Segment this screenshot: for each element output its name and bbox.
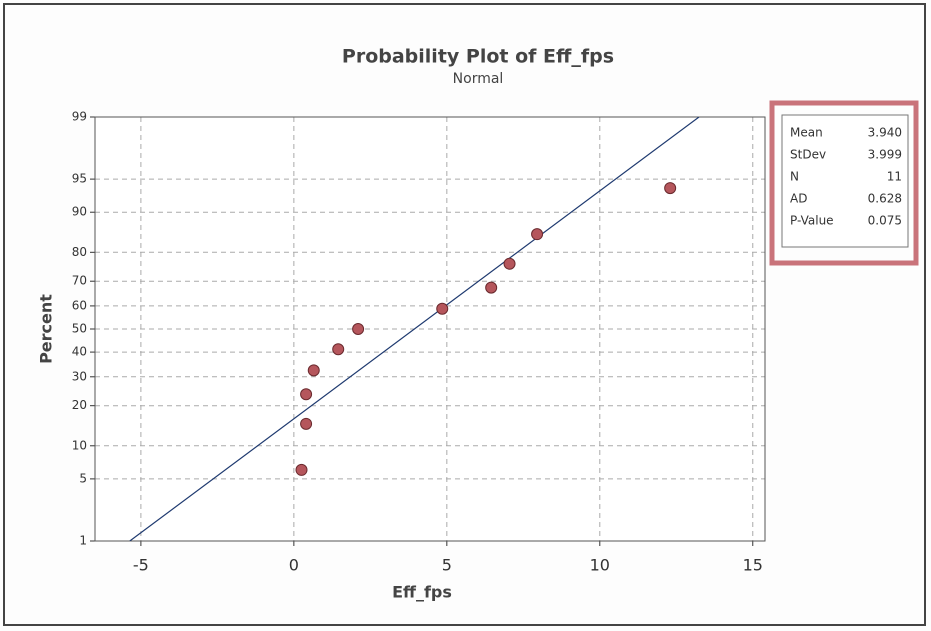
stat-label: P-Value [790,214,834,228]
y-tick-label: 90 [72,205,87,219]
fit-line [129,117,700,541]
stat-value: 3.940 [868,126,902,140]
y-axis-label: Percent [37,294,56,364]
y-tick-label: 60 [72,298,87,312]
y-tick-label: 80 [72,245,87,259]
x-tick-label: 5 [442,556,452,575]
y-tick-label: 50 [72,322,87,336]
x-tick-label: 0 [289,556,299,575]
stat-value: 0.075 [868,214,902,228]
y-tick-label: 10 [72,438,87,452]
data-point [300,388,313,401]
data-point [485,281,498,294]
data-point [503,257,516,270]
x-tick-label: -5 [133,556,149,575]
chart-title: Probability Plot of Eff_fps [342,46,614,68]
y-tick-label: 99 [72,110,87,124]
stat-label: N [790,170,799,184]
y-tick-label: 1 [79,534,87,548]
y-tick-label: 5 [79,471,87,485]
stat-label: AD [790,192,807,206]
y-tick-label: 95 [72,172,87,186]
x-axis-label: Eff_fps [392,583,452,602]
data-point [332,343,345,356]
highlight-box [769,100,919,266]
y-tick-label: 40 [72,345,87,359]
data-point [295,463,308,476]
y-tick-label: 20 [72,398,87,412]
data-point [307,364,320,377]
data-point [300,417,313,430]
frame [3,3,926,626]
y-tick-label: 30 [72,369,87,383]
data-point [664,182,677,195]
data-point [531,228,544,241]
chart-subtitle: Normal [453,71,504,87]
stat-value: 11 [887,170,902,184]
x-tick-label: 15 [743,556,763,575]
stat-label: Mean [790,126,823,140]
data-point [436,302,449,315]
stats-box [781,114,909,248]
y-tick-label: 70 [72,274,87,288]
stat-value: 0.628 [868,192,902,206]
x-tick-label: 10 [590,556,610,575]
stat-value: 3.999 [868,148,902,162]
stat-label: StDev [790,148,826,162]
plot-border [94,116,766,542]
data-point [352,323,365,335]
